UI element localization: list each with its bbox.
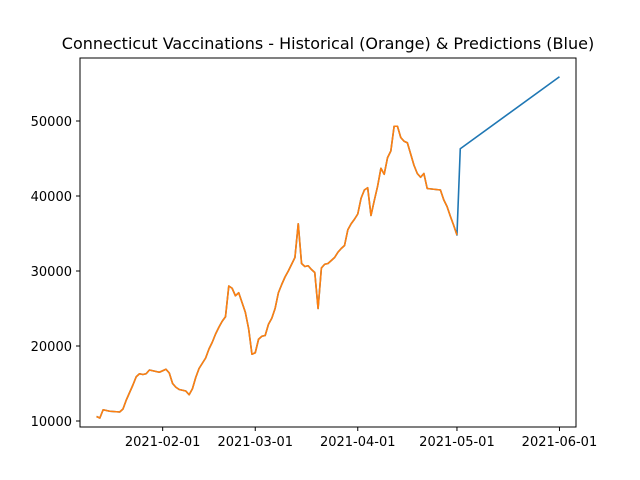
y-tick-label: 30000 bbox=[31, 265, 72, 280]
chart-title: Connecticut Vaccinations - Historical (O… bbox=[62, 34, 594, 53]
y-tick-label: 40000 bbox=[31, 190, 72, 205]
series-line-1 bbox=[96, 125, 458, 419]
x-tick-label: 2021-06-01 bbox=[522, 435, 598, 450]
plot-frame bbox=[79, 57, 577, 428]
x-tick-label: 2021-03-01 bbox=[217, 435, 293, 450]
series-line-0 bbox=[96, 76, 560, 419]
y-tick-label: 10000 bbox=[31, 415, 72, 430]
y-tick-label: 20000 bbox=[31, 340, 72, 355]
axis-layer: 2021-02-01 2021-03-01 2021-04-01 2021-05-01… bbox=[31, 115, 598, 450]
x-tick-label: 2021-04-01 bbox=[320, 435, 396, 450]
series-layer bbox=[96, 76, 560, 419]
x-tick-label: 2021-05-01 bbox=[419, 435, 495, 450]
y-tick-label: 50000 bbox=[31, 115, 72, 130]
x-tick-label: 2021-02-01 bbox=[125, 435, 201, 450]
